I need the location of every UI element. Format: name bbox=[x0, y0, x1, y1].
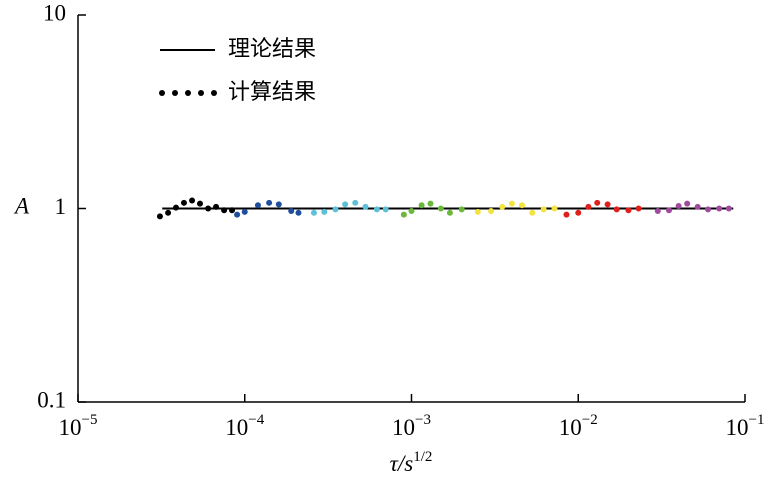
data-point bbox=[173, 204, 180, 211]
data-point bbox=[551, 205, 558, 212]
data-point bbox=[254, 202, 261, 209]
x-tick-label: 10−1 bbox=[726, 412, 765, 440]
data-point bbox=[221, 207, 228, 214]
data-point bbox=[694, 203, 701, 210]
data-point bbox=[594, 199, 601, 206]
legend-swatch bbox=[211, 90, 217, 96]
data-point bbox=[321, 208, 328, 215]
data-point bbox=[288, 208, 295, 215]
x-tick-base: 10 bbox=[59, 415, 82, 440]
x-tick-base: 10 bbox=[559, 415, 582, 440]
data-point bbox=[427, 200, 434, 207]
data-point bbox=[229, 207, 236, 214]
x-axis-label: τ/s1/2 bbox=[390, 449, 433, 476]
data-point bbox=[604, 201, 611, 208]
data-point bbox=[563, 211, 570, 218]
data-point bbox=[458, 206, 465, 213]
data-point bbox=[165, 209, 172, 216]
x-tick-exponent: −5 bbox=[82, 412, 98, 428]
data-point bbox=[295, 209, 302, 216]
legend-swatch bbox=[159, 90, 165, 96]
data-point bbox=[310, 209, 317, 216]
data-point bbox=[488, 208, 495, 215]
data-point bbox=[241, 208, 248, 215]
y-tick-label: 0.1 bbox=[37, 387, 66, 412]
data-point bbox=[635, 205, 642, 212]
data-point bbox=[400, 211, 407, 218]
y-axis-label: A bbox=[13, 193, 30, 218]
data-point bbox=[529, 209, 536, 216]
legend-swatch bbox=[172, 90, 178, 96]
data-point bbox=[418, 202, 425, 209]
x-axis-label-sup: 1/2 bbox=[413, 449, 432, 465]
x-tick-label: 10−2 bbox=[559, 412, 598, 440]
x-tick-base: 10 bbox=[225, 415, 248, 440]
x-tick-exponent: −3 bbox=[415, 412, 431, 428]
data-point bbox=[382, 206, 389, 213]
data-point bbox=[716, 205, 723, 212]
data-point bbox=[519, 202, 526, 209]
y-tick-label: 10 bbox=[43, 0, 66, 25]
legend-swatch bbox=[185, 90, 191, 96]
data-point bbox=[654, 208, 661, 215]
data-point bbox=[234, 211, 241, 218]
data-point bbox=[352, 199, 359, 206]
x-tick-label: 10−4 bbox=[225, 412, 264, 440]
data-point bbox=[205, 205, 212, 212]
data-point bbox=[540, 206, 547, 213]
data-point bbox=[684, 200, 691, 207]
data-point bbox=[499, 203, 506, 210]
data-point bbox=[332, 206, 339, 213]
x-tick-base: 10 bbox=[392, 415, 415, 440]
data-point bbox=[625, 207, 632, 214]
legend-label: 计算结果 bbox=[228, 80, 316, 105]
data-point bbox=[446, 209, 453, 216]
x-tick-exponent: −4 bbox=[248, 412, 264, 428]
x-tick-label: 10−3 bbox=[392, 412, 431, 440]
data-point bbox=[156, 213, 163, 220]
x-tick-exponent: −1 bbox=[749, 412, 765, 428]
data-point bbox=[196, 200, 203, 207]
data-point bbox=[213, 203, 220, 210]
data-point bbox=[266, 199, 273, 206]
data-point bbox=[275, 201, 282, 208]
data-point bbox=[180, 199, 187, 206]
x-tick-base: 10 bbox=[726, 415, 749, 440]
data-point bbox=[585, 203, 592, 210]
data-point bbox=[613, 206, 620, 213]
x-tick-label: 10−5 bbox=[59, 412, 98, 440]
data-point bbox=[725, 205, 732, 212]
data-point bbox=[373, 206, 380, 213]
x-tick-exponent: −2 bbox=[582, 412, 598, 428]
data-point bbox=[675, 203, 682, 210]
x-axis-label-main: τ/s bbox=[390, 451, 414, 476]
data-point bbox=[474, 208, 481, 215]
data-point bbox=[437, 205, 444, 212]
data-point bbox=[362, 203, 369, 210]
data-point bbox=[408, 208, 415, 215]
legend-swatch bbox=[198, 90, 204, 96]
data-point bbox=[665, 207, 672, 214]
data-point bbox=[342, 201, 349, 208]
data-point bbox=[508, 200, 515, 207]
y-tick-label: 1 bbox=[55, 194, 67, 219]
legend-label: 理论结果 bbox=[228, 37, 316, 62]
data-point bbox=[575, 209, 582, 216]
data-point bbox=[189, 197, 196, 204]
data-point bbox=[705, 206, 712, 213]
